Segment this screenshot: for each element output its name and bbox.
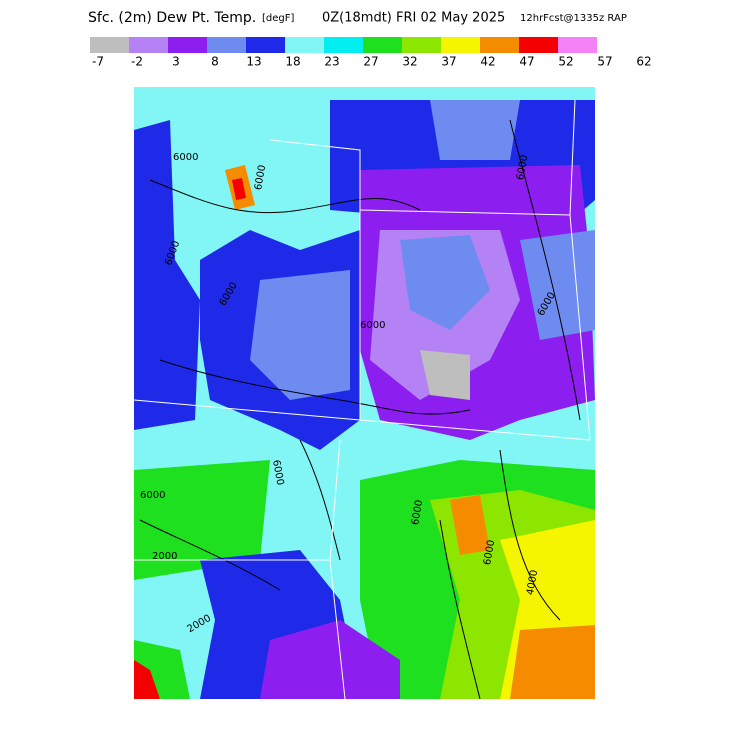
boundaries <box>134 99 591 699</box>
legend-label: 47 <box>519 55 534 69</box>
legend-swatch <box>363 37 402 53</box>
region <box>520 230 595 340</box>
legend-label: 23 <box>324 55 339 69</box>
legend-swatch <box>441 37 480 53</box>
region <box>510 625 595 699</box>
legend-swatch <box>324 37 363 53</box>
contours <box>139 119 581 699</box>
legend-label: 8 <box>211 55 219 69</box>
contour-label: 4000 <box>525 569 540 596</box>
units: [degF] <box>262 13 295 24</box>
legend-label: 27 <box>363 55 378 69</box>
contour-label: 6000 <box>410 499 425 526</box>
contour-label: 6000 <box>173 152 198 163</box>
region <box>450 495 490 555</box>
legend-swatch <box>285 37 324 53</box>
legend-label: 57 <box>597 55 612 69</box>
legend-label: 32 <box>402 55 417 69</box>
valid-time: 0Z(18mdt) FRI 02 May 2025 <box>322 11 505 26</box>
legend-label: 3 <box>172 55 180 69</box>
region <box>134 120 200 430</box>
map: 6000 6000 6000 6000 6000 6000 6000 6000 … <box>134 87 595 699</box>
region <box>134 460 270 580</box>
legend-label: 37 <box>441 55 456 69</box>
title: Sfc. (2m) Dew Pt. Temp. <box>88 10 256 26</box>
legend-swatch <box>168 37 207 53</box>
legend-swatch <box>207 37 246 53</box>
legend-swatch <box>480 37 519 53</box>
legend-label: -7 <box>92 55 104 69</box>
contour-label: 6000 <box>360 320 385 331</box>
legend-label: 42 <box>480 55 495 69</box>
region <box>430 100 520 160</box>
legend-label: -2 <box>131 55 143 69</box>
contour-label: 2000 <box>152 551 177 562</box>
legend-swatch <box>402 37 441 53</box>
legend: -7 -2 3 8 13 18 23 27 32 37 42 47 52 57 62 <box>90 37 652 69</box>
contour-label: 6000 <box>515 154 530 181</box>
contour-label: 6000 <box>253 164 268 191</box>
contour-label: 6000 <box>270 459 285 486</box>
contour-label: 6000 <box>482 539 497 566</box>
region <box>400 235 490 330</box>
legend-label: 52 <box>558 55 573 69</box>
legend-label: 62 <box>636 55 651 69</box>
contour-label: 6000 <box>140 490 165 501</box>
region <box>260 620 400 699</box>
legend-swatch <box>246 37 285 53</box>
region <box>420 350 470 400</box>
legend-label: 13 <box>246 55 261 69</box>
legend-swatch <box>129 37 168 53</box>
legend-swatch <box>90 37 129 53</box>
region <box>134 660 160 699</box>
region <box>232 178 246 200</box>
forecast: 12hrFcst@1335z RAP <box>520 13 627 24</box>
region <box>250 270 350 400</box>
legend-swatch <box>519 37 558 53</box>
legend-label: 18 <box>285 55 300 69</box>
legend-swatch <box>558 37 597 53</box>
